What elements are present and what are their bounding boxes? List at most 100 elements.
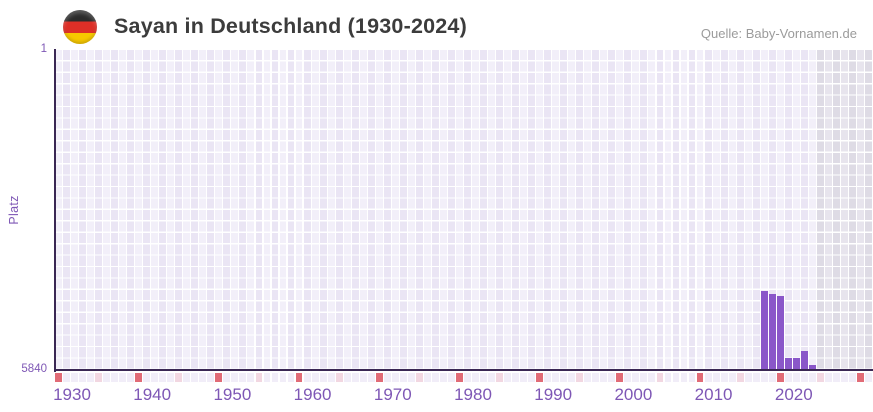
- x-tick-label-1990: 1990: [534, 385, 573, 404]
- strip-cell: [111, 373, 119, 382]
- x-tick-label-2020: 2020: [774, 385, 813, 404]
- strip-cell: [536, 373, 544, 382]
- grid-rows-overlay: [55, 50, 873, 370]
- strip-cell: [608, 373, 616, 382]
- strip-cell: [624, 373, 632, 382]
- strip-cell: [720, 373, 728, 382]
- strip-cell: [95, 373, 102, 382]
- strip-cell: [175, 373, 183, 382]
- strip-cell: [680, 373, 688, 382]
- strip-cell: [351, 373, 359, 382]
- strip-cell: [271, 373, 279, 382]
- strip-cell: [520, 373, 528, 382]
- strip-cell: [327, 373, 335, 382]
- x-tick-label-1960: 1960: [293, 385, 332, 404]
- strip-cell: [199, 373, 207, 382]
- strip-cell: [672, 373, 680, 382]
- strip-cell: [528, 373, 536, 382]
- strip-cell: [656, 373, 664, 382]
- strip-cell: [439, 373, 447, 382]
- strip-cell: [504, 373, 511, 382]
- strip-cell: [375, 373, 383, 382]
- strip-cell: [239, 373, 247, 382]
- strip-cell: [512, 373, 520, 382]
- x-tick-labels: 1930 1940 1950 1960 1970 1980 1990 2000 2010 2020: [53, 385, 873, 407]
- strip-cell: [319, 373, 327, 382]
- strip-cell: [736, 373, 744, 382]
- source-credit-label: Quelle: Baby-Vornamen.de: [700, 26, 857, 41]
- strip-cell: [415, 373, 423, 382]
- strip-cell: [857, 373, 864, 382]
- strip-cell: [399, 373, 407, 382]
- bar-2023: [801, 350, 809, 370]
- strip-cell: [247, 373, 255, 382]
- strip-cell: [423, 373, 431, 382]
- year-marker-strip: [55, 373, 873, 382]
- x-tick-label-1980: 1980: [454, 385, 492, 404]
- strip-cell: [287, 373, 295, 382]
- strip-cell: [63, 373, 70, 382]
- strip-cell: [183, 373, 191, 382]
- strip-cell: [792, 373, 800, 382]
- strip-cell: [488, 373, 495, 382]
- strip-cell: [648, 373, 656, 382]
- strip-cell: [768, 373, 776, 382]
- x-tick-label-2010: 2010: [694, 385, 733, 404]
- bar-2021: [785, 357, 793, 370]
- strip-cell: [640, 373, 648, 382]
- bar-2024: [809, 365, 817, 370]
- strip-cell: [303, 373, 311, 382]
- strip-cell: [600, 373, 608, 382]
- strip-cell: [865, 373, 872, 382]
- strip-cell: [552, 373, 560, 382]
- x-tick-label-1940: 1940: [133, 385, 172, 404]
- strip-cell: [167, 373, 175, 382]
- y-tick-label-bottom: 5840: [21, 363, 47, 375]
- strip-cell: [464, 373, 471, 382]
- strip-cell: [127, 373, 135, 382]
- strip-cell: [776, 373, 784, 382]
- strip-cell: [560, 373, 568, 382]
- bar-2020: [777, 296, 785, 370]
- strip-cell: [664, 373, 672, 382]
- strip-cell: [103, 373, 110, 382]
- strip-cell: [343, 373, 351, 382]
- strip-cell: [728, 373, 736, 382]
- strip-cell: [231, 373, 239, 382]
- strip-cell: [568, 373, 576, 382]
- strip-cell: [704, 373, 712, 382]
- page-title: Sayan in Deutschland (1930-2024): [114, 14, 467, 38]
- strip-cell: [71, 373, 78, 382]
- strip-cell: [688, 373, 696, 382]
- x-tick-label-1950: 1950: [213, 385, 252, 404]
- strip-cell: [760, 373, 768, 382]
- strip-cell: [87, 373, 94, 382]
- strip-cell: [544, 373, 552, 382]
- strip-cell: [744, 373, 752, 382]
- strip-cell: [816, 373, 824, 382]
- strip-cell: [151, 373, 159, 382]
- strip-cell: [456, 373, 463, 382]
- strip-cell: [383, 373, 391, 382]
- strip-cell: [431, 373, 439, 382]
- bar-2018: [761, 290, 769, 370]
- strip-cell: [359, 373, 367, 382]
- strip-cell: [311, 373, 319, 382]
- strip-cell: [207, 373, 215, 382]
- strip-cell: [335, 373, 343, 382]
- germany-flag-icon: [63, 10, 97, 44]
- strip-cell: [592, 373, 600, 382]
- strip-cell: [215, 373, 223, 382]
- strip-cell: [407, 373, 415, 382]
- y-tick-label-top: 1: [40, 43, 47, 55]
- strip-cell: [391, 373, 399, 382]
- strip-cell: [223, 373, 231, 382]
- strip-cell: [632, 373, 640, 382]
- strip-cell: [255, 373, 263, 382]
- strip-cell: [712, 373, 720, 382]
- x-tick-label-1930: 1930: [53, 385, 91, 404]
- y-axis-title: Platz: [7, 195, 21, 225]
- strip-cell: [263, 373, 271, 382]
- strip-cell: [496, 373, 503, 382]
